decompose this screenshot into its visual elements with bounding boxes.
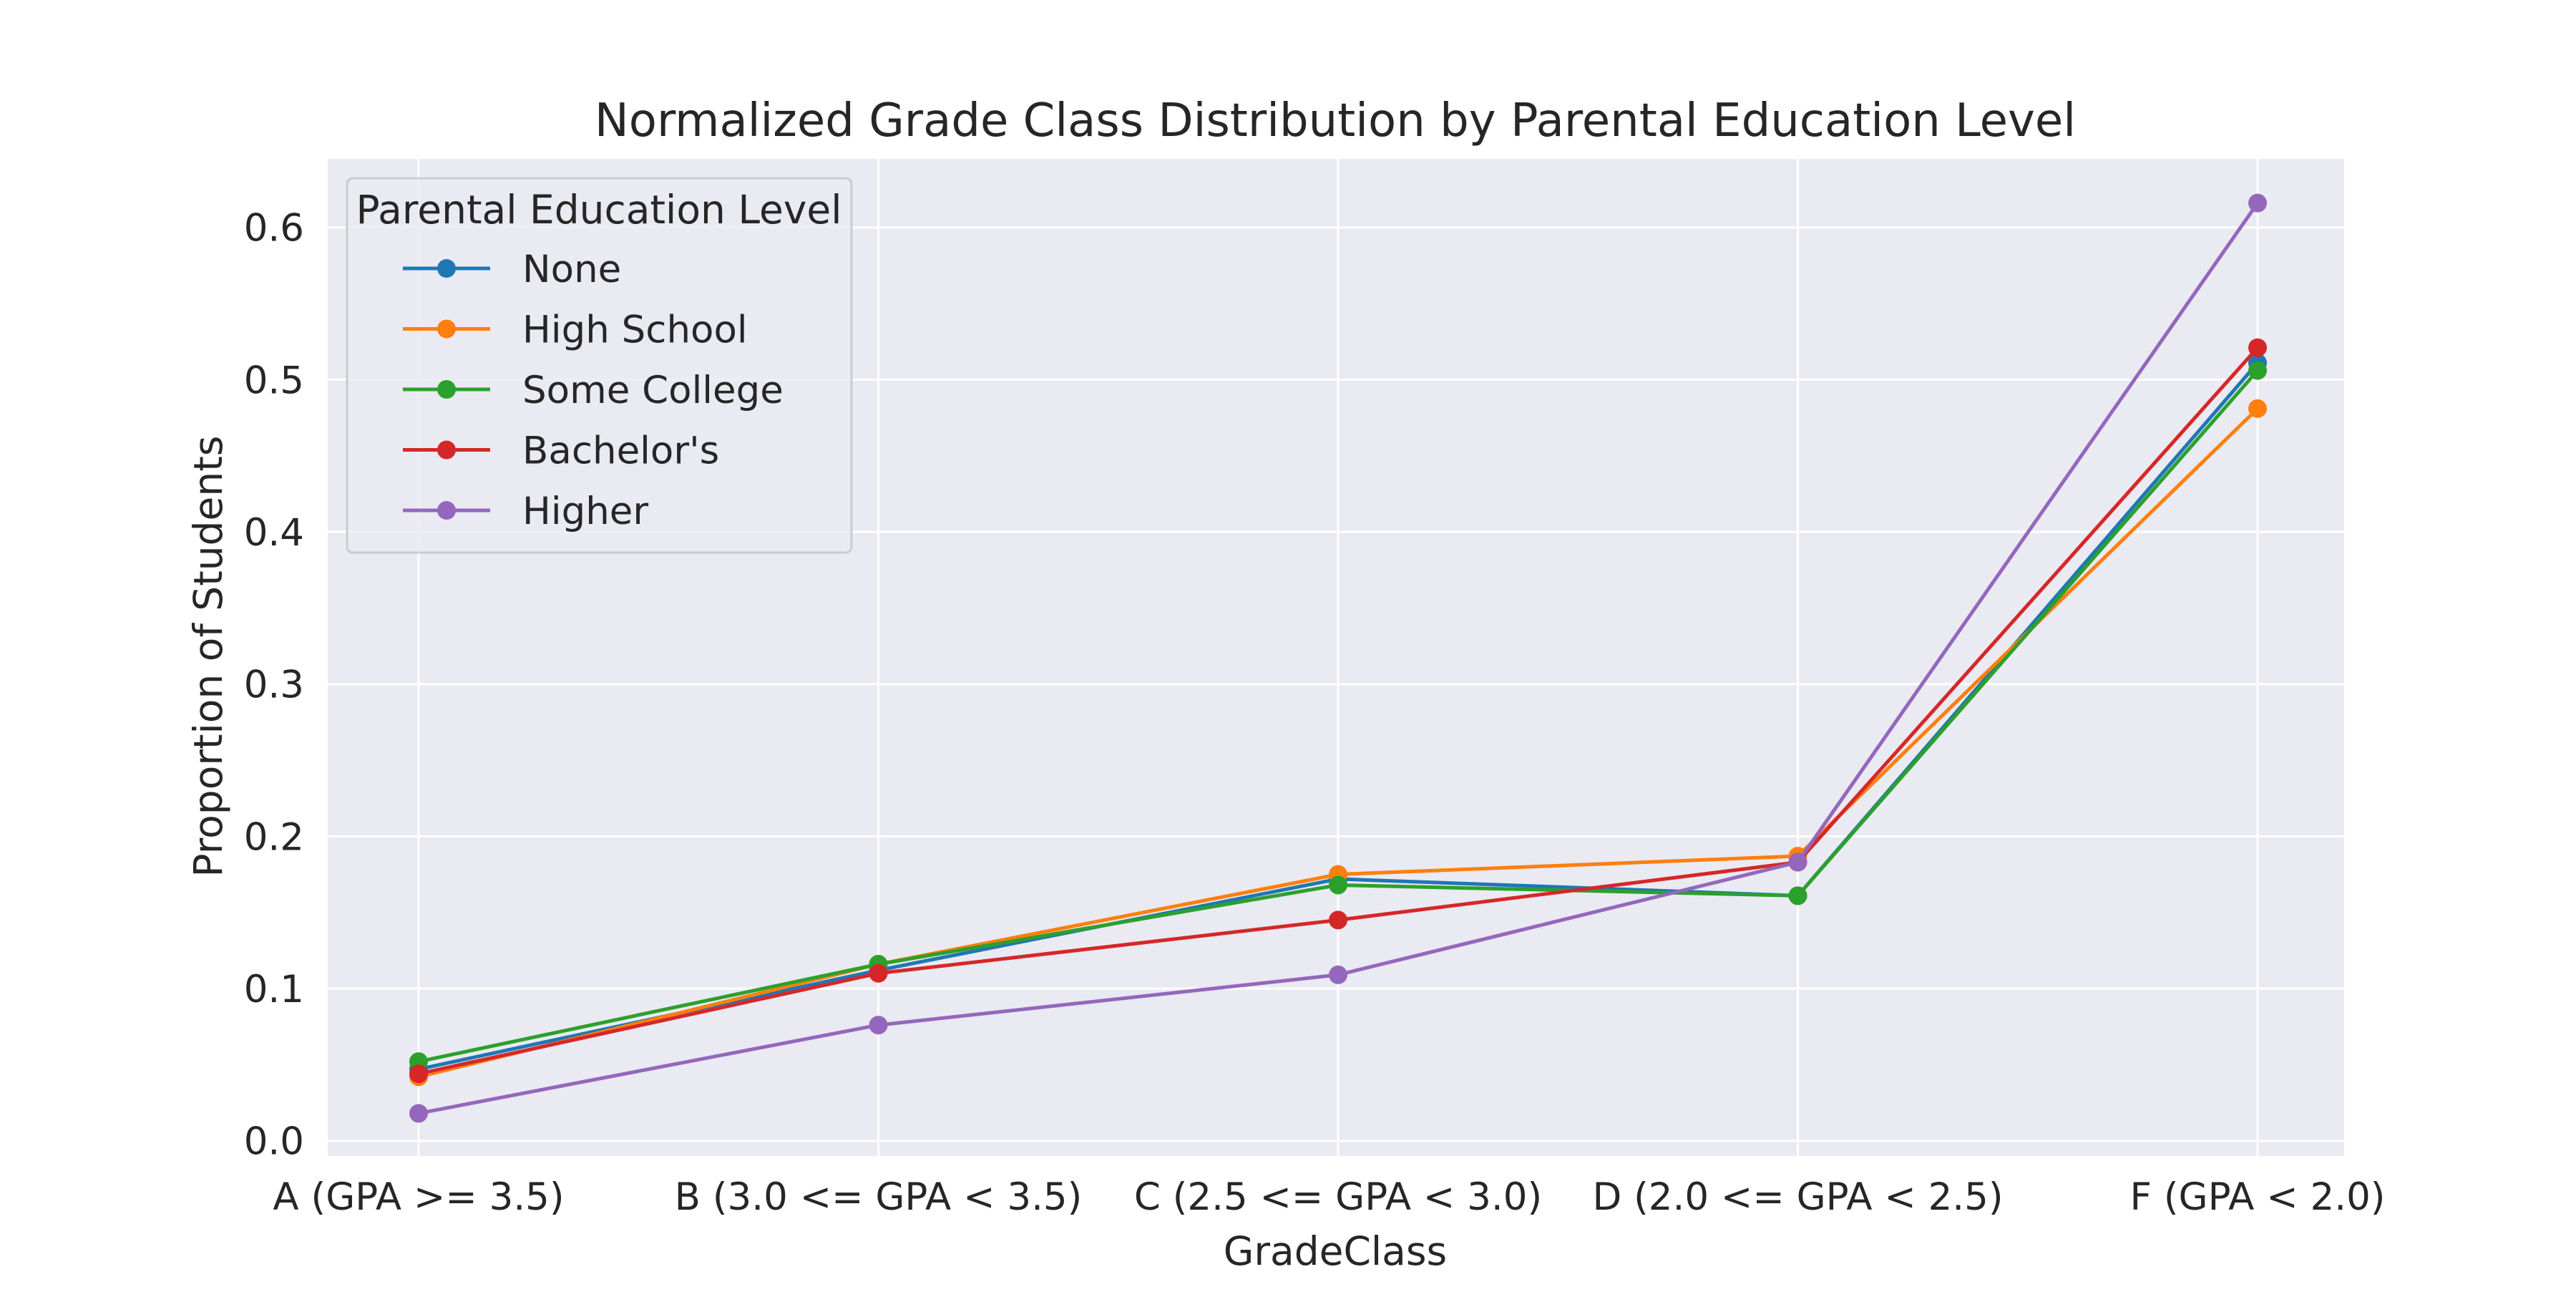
y-tick-label: 0.0: [244, 1120, 304, 1164]
legend-label: Higher: [522, 490, 648, 533]
x-tick-label: F (GPA < 2.0): [2130, 1175, 2386, 1219]
data-point: [2248, 338, 2267, 357]
y-tick-label: 0.4: [244, 511, 304, 555]
legend-box: [346, 177, 853, 554]
y-tick-label: 0.5: [244, 359, 304, 402]
legend-label: Some College: [522, 369, 784, 412]
data-point: [409, 1104, 428, 1123]
y-axis-ticks: 0.0 0.1 0.2 0.3 0.4 0.5 0.6: [244, 207, 304, 1164]
x-tick-label: C (2.5 <= GPA < 3.0): [1134, 1175, 1542, 1219]
data-point: [1329, 965, 1347, 984]
x-tick-label: D (2.0 <= GPA < 2.5): [1592, 1175, 2003, 1219]
legend-marker: [437, 440, 456, 460]
legend-label: High School: [522, 309, 748, 352]
legend: Parental Education Level None High School…: [346, 177, 853, 554]
y-tick-label: 0.1: [244, 968, 304, 1011]
data-point: [869, 1016, 888, 1035]
legend-marker: [437, 380, 456, 399]
data-point: [2248, 193, 2267, 213]
legend-items: None High School Some College Bachelor's Hig…: [403, 248, 784, 533]
y-tick-label: 0.3: [244, 664, 304, 707]
data-point: [1329, 875, 1347, 895]
series-group: [409, 193, 2267, 1123]
data-point: [2248, 361, 2267, 380]
series-lines: [409, 193, 2267, 1123]
legend-marker: [437, 319, 456, 339]
x-tick-label: B (3.0 <= GPA < 3.5): [675, 1175, 1083, 1219]
legend-item: Bachelor's: [403, 429, 719, 473]
legend-label: None: [522, 248, 621, 291]
data-point: [409, 1064, 428, 1084]
chart-title: Normalized Grade Class Distribution by P…: [595, 94, 2076, 147]
x-axis-ticks: A (GPA >= 3.5) B (3.0 <= GPA < 3.5) C (2.5…: [273, 1175, 2385, 1219]
legend-label: Bachelor's: [522, 429, 719, 473]
legend-item: Higher: [403, 490, 648, 533]
legend-item: None: [403, 248, 621, 291]
y-axis-label: Proportion of Students: [185, 436, 231, 878]
data-point: [1788, 853, 1807, 872]
data-point: [1329, 910, 1347, 930]
data-point: [869, 963, 888, 983]
legend-marker: [437, 259, 456, 278]
data-point: [2248, 399, 2267, 418]
y-tick-label: 0.2: [244, 815, 304, 859]
legend-item: High School: [403, 309, 748, 352]
x-axis-label: GradeClass: [1224, 1228, 1447, 1274]
legend-marker: [437, 501, 456, 520]
data-point: [1788, 886, 1807, 905]
x-tick-label: A (GPA >= 3.5): [273, 1175, 564, 1219]
legend-item: Some College: [403, 369, 784, 412]
y-tick-label: 0.6: [244, 207, 304, 251]
legend-title: Parental Education Level: [356, 187, 841, 233]
